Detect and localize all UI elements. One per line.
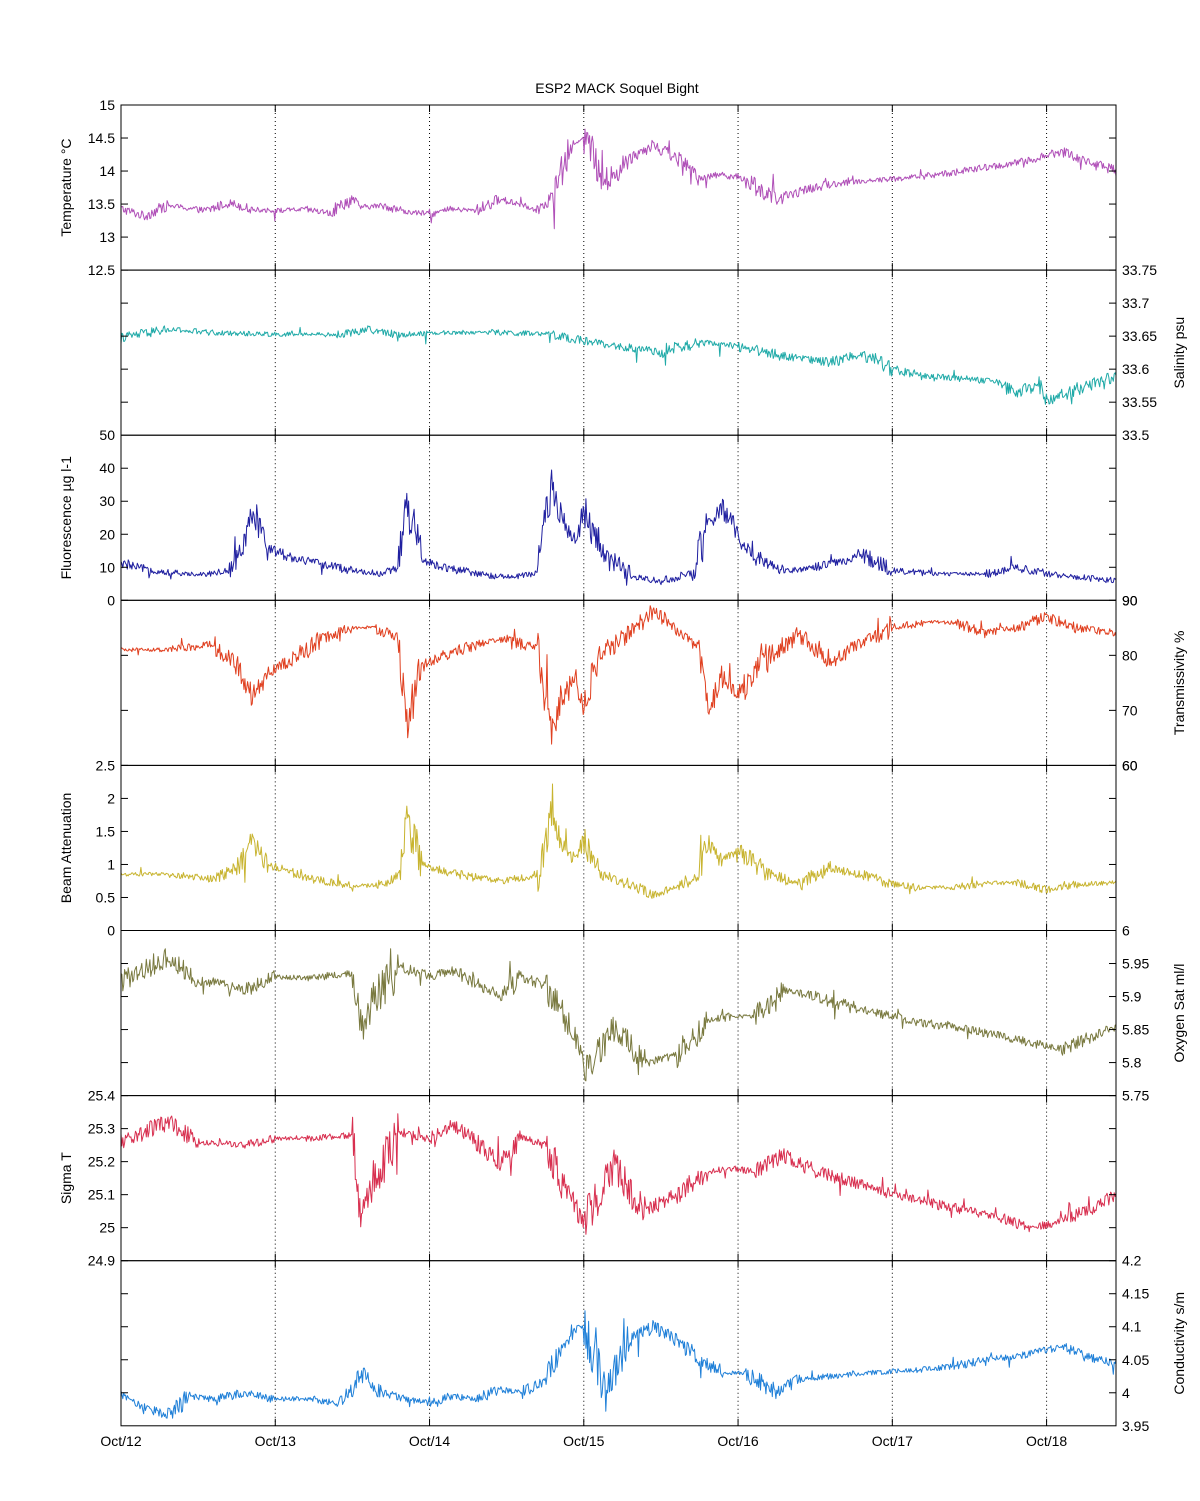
series-line bbox=[120, 783, 1117, 899]
x-axis: Oct/12 Oct/13 Oct/14 Oct/15 Oct/16 Oct/17 Oct/… bbox=[100, 1433, 1067, 1449]
y-tick-label: 24.9 bbox=[88, 1253, 115, 1269]
y-tick-label: 12.5 bbox=[88, 262, 115, 278]
y-tick-label: 5.85 bbox=[1122, 1022, 1149, 1038]
y-axis-label: Sigma T bbox=[58, 1152, 74, 1204]
y-axis-label: Transmissivity % bbox=[1171, 631, 1187, 736]
x-tick-label: Oct/17 bbox=[872, 1433, 913, 1449]
panel-7: 25 25.1 25.2 25.3 25.4 24.9 Sigma T bbox=[58, 1088, 1117, 1269]
y-tick-label: 0 bbox=[107, 592, 115, 608]
y-tick-label: 40 bbox=[99, 460, 115, 476]
x-tick-label: Oct/16 bbox=[717, 1433, 758, 1449]
y-tick-label: 14.5 bbox=[88, 130, 115, 146]
y-tick-label: 5.95 bbox=[1122, 956, 1149, 972]
y-tick-label: 10 bbox=[99, 559, 115, 575]
y-tick-label: 5.75 bbox=[1122, 1088, 1149, 1104]
x-tick-label: Oct/14 bbox=[409, 1433, 450, 1449]
series-line bbox=[120, 948, 1117, 1082]
chart-title: ESP2 MACK Soquel Bight bbox=[535, 80, 699, 96]
y-tick-label: 30 bbox=[99, 493, 115, 509]
y-tick-label: 14 bbox=[99, 163, 115, 179]
y-tick-label: 2 bbox=[107, 790, 115, 806]
y-tick-label: 6 bbox=[1122, 923, 1130, 939]
y-tick-label: 15 bbox=[99, 97, 115, 113]
y-axis-label: Fluorescence µg l-1 bbox=[58, 456, 74, 579]
y-axis-label: Oxygen Sat ml/l bbox=[1171, 964, 1187, 1063]
series-line bbox=[120, 325, 1117, 405]
y-tick-label: 33.75 bbox=[1122, 262, 1157, 278]
panel-frame bbox=[120, 1260, 1117, 1427]
y-tick-label: 5.8 bbox=[1122, 1055, 1142, 1071]
y-tick-label: 25 bbox=[99, 1220, 115, 1236]
y-tick-label: 33.6 bbox=[1122, 361, 1149, 377]
y-tick-label: 25.3 bbox=[88, 1121, 115, 1137]
y-tick-label: 25.1 bbox=[88, 1187, 115, 1203]
y-tick-label: 4.05 bbox=[1122, 1352, 1149, 1368]
x-tick-label: Oct/13 bbox=[255, 1433, 296, 1449]
y-tick-label: 80 bbox=[1122, 647, 1138, 663]
y-axis-label: Salinity psu bbox=[1171, 317, 1187, 389]
y-tick-label: 5.9 bbox=[1122, 989, 1142, 1005]
y-tick-label: 2.5 bbox=[96, 757, 116, 773]
y-tick-label: 33.65 bbox=[1122, 328, 1157, 344]
series-line bbox=[120, 1113, 1117, 1235]
series-line bbox=[121, 128, 1117, 230]
y-tick-label: 25.2 bbox=[88, 1154, 115, 1170]
series-line bbox=[120, 605, 1117, 745]
y-tick-label: 0.5 bbox=[96, 889, 116, 905]
y-axis-label: Conductivity s/m bbox=[1171, 1292, 1187, 1395]
y-tick-label: 33.5 bbox=[1122, 427, 1149, 443]
y-tick-label: 13.5 bbox=[88, 196, 115, 212]
y-tick-label: 3.95 bbox=[1122, 1418, 1149, 1434]
series-line bbox=[120, 1310, 1117, 1419]
y-tick-label: 4.1 bbox=[1122, 1319, 1142, 1335]
x-tick-label: Oct/12 bbox=[100, 1433, 141, 1449]
y-tick-label: 50 bbox=[99, 427, 115, 443]
panel-8: 4 4.05 4.1 4.15 4.2 3.95 Conductivity s/m bbox=[120, 1253, 1187, 1434]
y-tick-label: 33.7 bbox=[1122, 295, 1149, 311]
y-axis-label: Beam Attenuation bbox=[58, 793, 74, 904]
series-line bbox=[120, 469, 1117, 586]
y-tick-label: 70 bbox=[1122, 702, 1138, 718]
panel-6: 5.8 5.85 5.9 5.95 6 5.75 Oxygen Sat ml/l bbox=[120, 923, 1187, 1104]
y-tick-label: 20 bbox=[99, 526, 115, 542]
y-tick-label: 4.15 bbox=[1122, 1286, 1149, 1302]
y-tick-label: 4 bbox=[1122, 1385, 1130, 1401]
x-tick-label: Oct/18 bbox=[1026, 1433, 1067, 1449]
y-tick-label: 13 bbox=[99, 229, 115, 245]
y-tick-label: 1.5 bbox=[96, 823, 116, 839]
y-axis-label: Temperature °C bbox=[58, 138, 74, 236]
x-tick-label: Oct/15 bbox=[563, 1433, 604, 1449]
y-tick-label: 1 bbox=[107, 856, 115, 872]
y-tick-label: 60 bbox=[1122, 757, 1138, 773]
y-tick-label: 4.2 bbox=[1122, 1253, 1142, 1269]
y-tick-label: 33.55 bbox=[1122, 394, 1157, 410]
y-tick-label: 25.4 bbox=[88, 1088, 115, 1104]
y-tick-label: 0 bbox=[107, 923, 115, 939]
y-tick-label: 90 bbox=[1122, 592, 1138, 608]
y-tick-label: 60 bbox=[1122, 757, 1138, 773]
panel-2: 33.55 33.6 33.65 33.7 33.75 33.5 Salinity psu bbox=[120, 262, 1187, 443]
y-tick-label: 90 bbox=[1122, 592, 1138, 608]
